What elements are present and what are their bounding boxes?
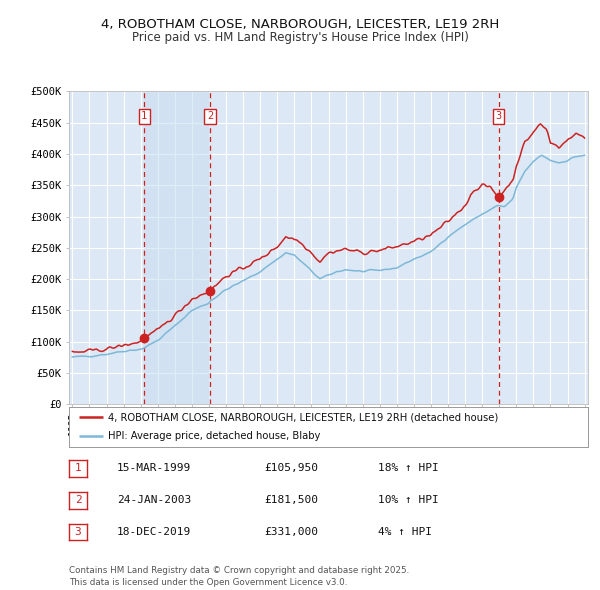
Text: 4, ROBOTHAM CLOSE, NARBOROUGH, LEICESTER, LE19 2RH (detached house): 4, ROBOTHAM CLOSE, NARBOROUGH, LEICESTER… [108, 412, 498, 422]
Text: 3: 3 [496, 112, 502, 122]
Text: 3: 3 [74, 527, 82, 537]
Bar [144, 91, 210, 404]
Text: 2: 2 [74, 496, 82, 505]
Text: 10% ↑ HPI: 10% ↑ HPI [378, 496, 439, 505]
Text: 18-DEC-2019: 18-DEC-2019 [117, 527, 191, 537]
Text: Contains HM Land Registry data © Crown copyright and database right 2025.
This d: Contains HM Land Registry data © Crown c… [69, 566, 409, 587]
Text: £105,950: £105,950 [264, 464, 318, 473]
Text: 24-JAN-2003: 24-JAN-2003 [117, 496, 191, 505]
Text: £181,500: £181,500 [264, 496, 318, 505]
Text: 4% ↑ HPI: 4% ↑ HPI [378, 527, 432, 537]
Text: £331,000: £331,000 [264, 527, 318, 537]
Text: 1: 1 [74, 464, 82, 473]
Text: 2: 2 [207, 112, 214, 122]
Text: 18% ↑ HPI: 18% ↑ HPI [378, 464, 439, 473]
Text: Price paid vs. HM Land Registry's House Price Index (HPI): Price paid vs. HM Land Registry's House … [131, 31, 469, 44]
Text: HPI: Average price, detached house, Blaby: HPI: Average price, detached house, Blab… [108, 431, 320, 441]
Text: 15-MAR-1999: 15-MAR-1999 [117, 464, 191, 473]
Text: 1: 1 [141, 112, 148, 122]
Text: 4, ROBOTHAM CLOSE, NARBOROUGH, LEICESTER, LE19 2RH: 4, ROBOTHAM CLOSE, NARBOROUGH, LEICESTER… [101, 18, 499, 31]
